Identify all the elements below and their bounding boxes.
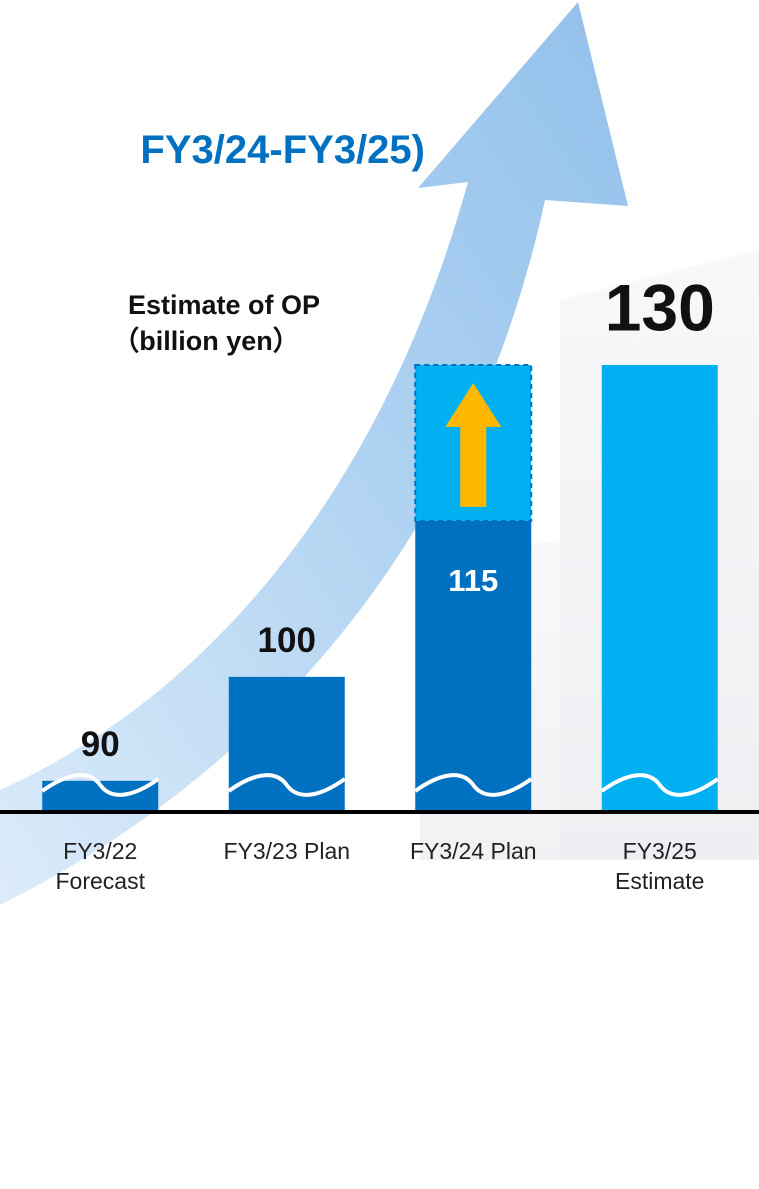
x-tick-label: FY3/22 Forecast — [55, 838, 145, 894]
annotation: Estimate of OP — [128, 290, 320, 320]
value-label: 130 — [605, 270, 715, 344]
x-tick-label: FY3/25 Estimate — [615, 838, 705, 894]
annotation: （billion yen） — [112, 326, 300, 356]
chart-title: FY3/24-FY3/25) — [140, 128, 425, 172]
value-label: 115 — [448, 563, 498, 598]
x-tick-label: FY3/24 Plan — [409, 838, 537, 864]
value-label: 90 — [81, 725, 120, 764]
axis-break — [41, 773, 160, 797]
revision-arrow — [445, 382, 502, 507]
axis-break — [414, 773, 533, 797]
bar — [228, 676, 345, 812]
axis-break — [600, 773, 719, 797]
x-tick-label: FY3/23 Plan — [223, 838, 351, 864]
axis-break — [227, 773, 346, 797]
bar — [601, 364, 718, 812]
growth-arrow — [0, 2, 628, 905]
value-label: 100 — [258, 621, 316, 660]
bar — [415, 520, 532, 812]
